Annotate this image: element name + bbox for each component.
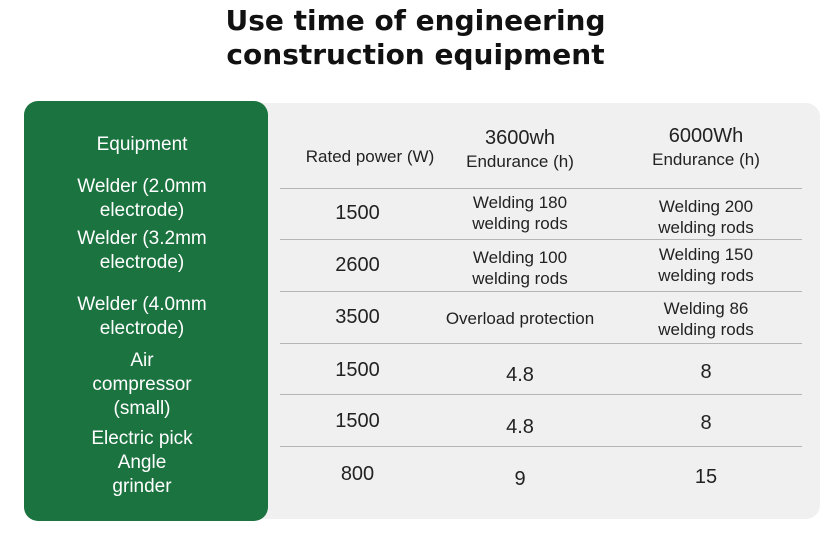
endurance-6000-cell: welding rods (658, 320, 754, 339)
rated-power-cell: 2600 (335, 254, 380, 276)
equipment-label: electrode) (99, 252, 185, 273)
rated-power-cell: 1500 (335, 359, 380, 381)
endurance-6000-cell: 15 (694, 466, 718, 488)
endurance-3600-cell: Welding 180 (472, 193, 568, 212)
endurance-3600-cell: Overload protection (445, 309, 595, 328)
equipment-label: Air (130, 350, 154, 371)
endurance-6000-cell: welding rods (658, 218, 754, 237)
row-divider (280, 343, 802, 344)
equipment-label: (small) (113, 398, 171, 419)
endurance-3600-cell: 4.8 (506, 416, 534, 438)
rated-power-cell: 800 (340, 463, 375, 485)
page-title: Use time of engineering construction equ… (0, 4, 831, 72)
row-divider (280, 291, 802, 292)
endurance-6000-cell: Welding 200 (658, 197, 754, 216)
equipment-label: Welder (3.2mm (77, 228, 207, 249)
title-line-1: Use time of engineering (225, 4, 606, 37)
endurance-3600-cell: welding rods (472, 269, 568, 288)
header-rated-power: Rated power (W) (305, 147, 435, 166)
header-6000wh: 6000Wh (668, 125, 744, 147)
row-divider (280, 446, 802, 447)
equipment-header: Equipment (96, 134, 188, 155)
endurance-3600-cell: welding rods (472, 214, 568, 233)
rated-power-cell: 3500 (335, 306, 380, 328)
endurance-6000-cell: welding rods (658, 266, 754, 285)
endurance-6000-cell: Welding 150 (658, 245, 754, 264)
equipment-label: grinder (112, 476, 172, 497)
header-3600wh-endurance: Endurance (h) (466, 152, 574, 171)
equipment-label: Welder (2.0mm (77, 176, 207, 197)
equipment-label: compressor (92, 374, 192, 395)
rated-power-cell: 1500 (335, 202, 380, 224)
endurance-3600-cell: Welding 100 (472, 248, 568, 267)
row-divider (280, 394, 802, 395)
header-6000wh-endurance: Endurance (h) (652, 150, 760, 169)
title-line-2: construction equipment (226, 38, 605, 71)
endurance-6000-cell: Welding 86 (663, 299, 749, 318)
row-divider (280, 239, 802, 240)
row-divider (280, 188, 802, 189)
equipment-label: Welder (4.0mm (77, 294, 207, 315)
equipment-label: Angle (117, 452, 167, 473)
equipment-label: electrode) (99, 318, 185, 339)
equipment-column (24, 101, 268, 521)
endurance-6000-cell: 8 (700, 412, 712, 434)
equipment-label: electrode) (99, 200, 185, 221)
endurance-3600-cell: 4.8 (506, 364, 534, 386)
endurance-3600-cell: 9 (514, 468, 526, 490)
endurance-6000-cell: 8 (700, 361, 712, 383)
equipment-label: Electric pick (91, 428, 193, 449)
rated-power-cell: 1500 (335, 410, 380, 432)
header-3600wh: 3600wh (484, 127, 556, 149)
